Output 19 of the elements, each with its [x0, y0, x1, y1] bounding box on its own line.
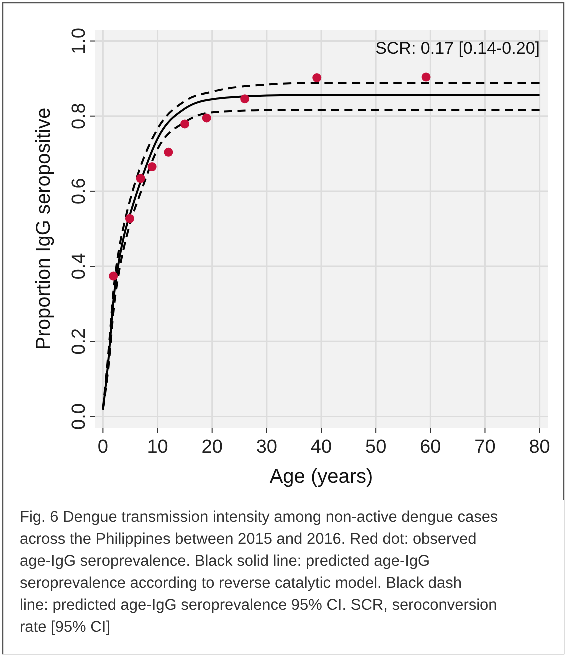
x-tick-label: 40: [310, 437, 332, 458]
x-axis-title: Age (years): [270, 466, 374, 488]
x-tick-label: 50: [366, 437, 387, 458]
y-tick-label: 0.4: [69, 252, 90, 280]
x-tick-label: 0: [98, 437, 108, 458]
y-axis-title: Proportion IgG seropositive: [33, 108, 55, 350]
y-tick-label: 0.2: [69, 328, 90, 355]
annotation: SCR: 0.17 [0.14-0.20]: [376, 39, 540, 58]
x-tick-label: 30: [256, 437, 278, 458]
x-tick-label: 70: [474, 437, 496, 458]
x-tick-label: 80: [529, 437, 550, 458]
y-tick-label: 0.6: [69, 178, 90, 205]
x-tick-label: 10: [147, 437, 168, 458]
y-tick-label: 0.8: [69, 103, 90, 130]
x-tick-label: 60: [420, 437, 442, 458]
x-tick-label: 20: [202, 437, 223, 458]
y-tick-label: 0.0: [69, 404, 90, 430]
y-tick-label: 1.0: [69, 28, 90, 54]
caption: Fig. 6 Dengue transmission intensity among non-active dengue cases across the Philippines between 2015 and 2016. Red dot: observed age-IgG seroprevalence. Black solid line: predicted age-IgG seroprevalence according to reverse catalytic model. Black dash line: predicted age-IgG seroprevalence 95% CI. SCR, seroconversion rate [95% CI]: [20, 509, 498, 636]
